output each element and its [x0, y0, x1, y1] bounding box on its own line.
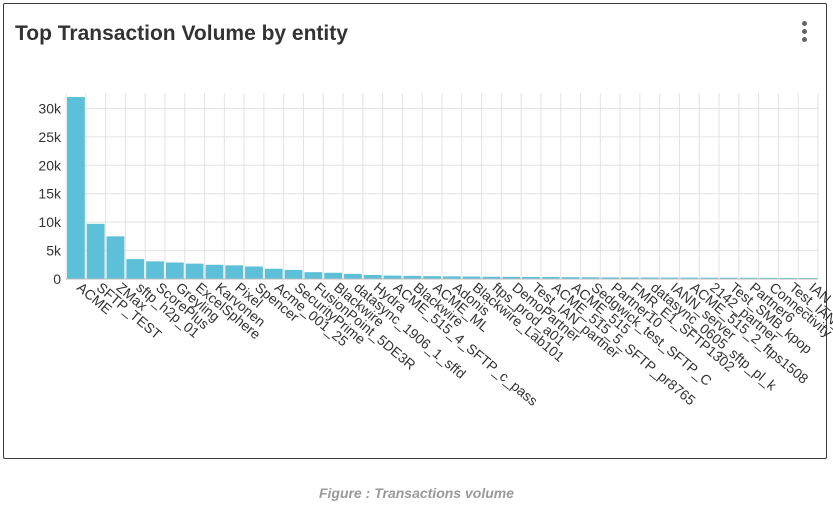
bar: [680, 277, 699, 279]
bar: [106, 236, 125, 279]
chart-title: Top Transaction Volume by entity: [15, 22, 348, 45]
menu-dot: [802, 37, 807, 42]
bar: [640, 277, 659, 279]
bar: [779, 277, 798, 279]
bar: [403, 275, 422, 279]
bar: [284, 269, 303, 279]
bar: [700, 277, 719, 279]
bar: [561, 277, 580, 279]
bar: [462, 276, 481, 279]
bar: [581, 277, 600, 279]
y-tick-label: 15k: [38, 186, 62, 202]
bar: [363, 275, 382, 279]
bar: [739, 277, 758, 279]
bar: [522, 276, 540, 279]
bar: [225, 265, 244, 279]
bar: [185, 263, 204, 279]
bar: [324, 272, 343, 279]
bar: [245, 266, 263, 279]
bar: [502, 276, 521, 279]
bar: [67, 97, 85, 279]
bar: [443, 276, 461, 279]
menu-dot: [802, 21, 807, 26]
y-tick-label: 5k: [46, 243, 62, 259]
bar: [541, 277, 560, 279]
y-tick-label: 20k: [38, 157, 62, 173]
bar: [344, 273, 362, 279]
menu-dot: [802, 29, 807, 34]
y-tick-label: 30k: [38, 100, 62, 116]
bar: [146, 261, 164, 279]
bar: [383, 275, 402, 279]
bar: [165, 262, 184, 279]
bar: [126, 259, 145, 279]
bar-chart: 05k10k15k20k25k30kACMESFTP_TESTZMaxsftp_…: [38, 93, 833, 409]
y-tick-label: 10k: [38, 214, 62, 230]
figure-caption: Figure : Transactions volume: [318, 485, 514, 501]
bar: [759, 277, 778, 279]
bar: [423, 276, 441, 279]
y-tick-label: 25k: [38, 129, 62, 145]
bar: [720, 277, 738, 279]
bar: [601, 277, 620, 279]
bar: [621, 277, 639, 279]
bar: [205, 264, 224, 279]
y-tick-label: 0: [53, 271, 61, 287]
bar: [482, 276, 501, 279]
more-vertical-icon[interactable]: [802, 21, 808, 45]
bar: [660, 277, 679, 279]
bar: [264, 268, 283, 279]
bar: [86, 223, 105, 279]
bar: [799, 277, 817, 279]
bar: [304, 272, 323, 279]
chart-card: Top Transaction Volume by entity: [3, 3, 827, 459]
